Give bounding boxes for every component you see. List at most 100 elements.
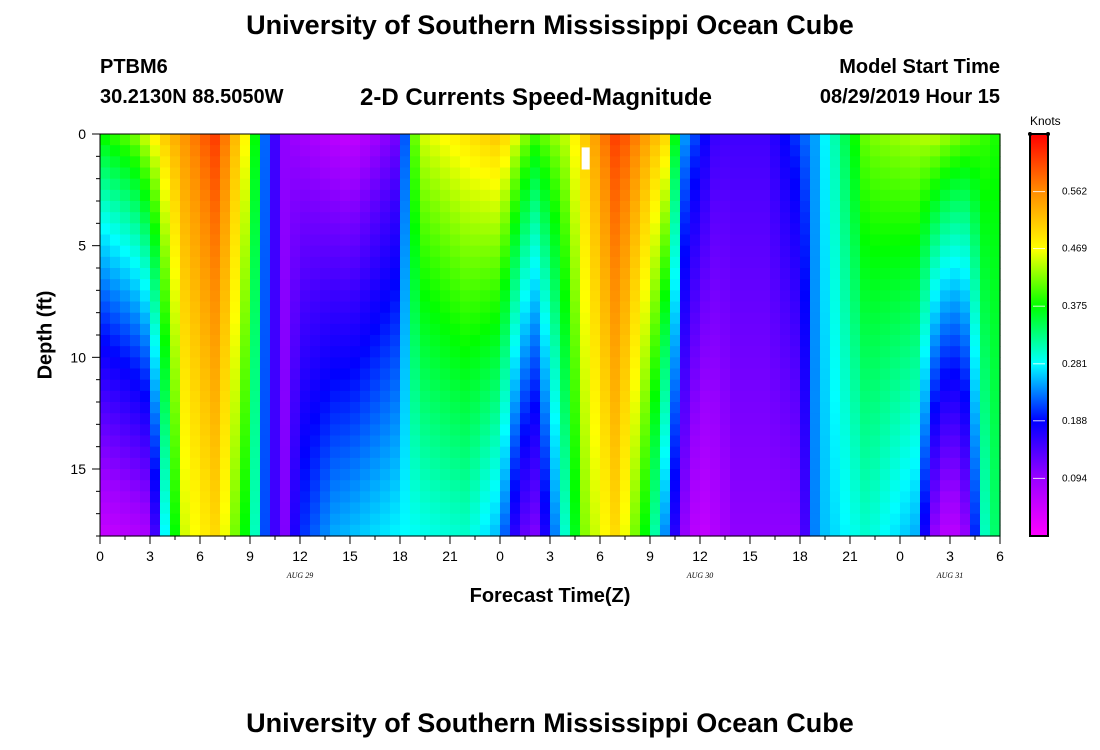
heatmap-cell: [530, 402, 541, 414]
heatmap-cell: [900, 469, 911, 481]
heatmap-cell: [310, 323, 321, 336]
heatmap-cell: [920, 212, 931, 224]
heatmap-cell: [890, 134, 901, 146]
heatmap-cell: [470, 245, 481, 258]
heatmap-cell: [360, 346, 371, 358]
heatmap-cell: [500, 446, 511, 459]
heatmap-cell: [420, 245, 431, 258]
heatmap-cell: [100, 491, 111, 504]
heatmap-cell: [220, 290, 231, 303]
heatmap-cell: [690, 290, 701, 303]
heatmap-cell: [800, 357, 811, 370]
heatmap-cell: [400, 189, 411, 202]
heatmap-cell: [230, 256, 241, 269]
heatmap-cell: [800, 212, 811, 224]
heatmap-cell: [410, 346, 421, 358]
heatmap-cell: [690, 524, 701, 537]
heatmap-cell: [450, 323, 461, 336]
heatmap-cell: [650, 223, 661, 236]
heatmap-cell: [470, 156, 481, 169]
heatmap-cell: [880, 491, 891, 504]
heatmap-cell: [810, 312, 821, 325]
heatmap-cell: [490, 424, 501, 437]
heatmap-cell: [630, 469, 641, 481]
heatmap-cell: [200, 290, 211, 303]
heatmap-cell: [650, 402, 661, 414]
heatmap-cell: [340, 156, 351, 169]
heatmap-cell: [740, 189, 751, 202]
heatmap-cell: [470, 469, 481, 481]
heatmap-cell: [900, 502, 911, 515]
heatmap-cell: [540, 480, 551, 492]
heatmap-cell: [380, 312, 391, 325]
heatmap-cell: [170, 279, 181, 291]
heatmap-cell: [170, 413, 181, 425]
heatmap-cell: [690, 223, 701, 236]
heatmap-cell: [490, 223, 501, 236]
heatmap-cell: [460, 424, 471, 437]
heatmap-cell: [640, 402, 651, 414]
heatmap-cell: [790, 446, 801, 459]
heatmap-cell: [390, 469, 401, 481]
heatmap-cell: [100, 245, 111, 258]
heatmap-cell: [970, 368, 981, 381]
heatmap-cell: [340, 457, 351, 470]
heatmap-cell: [550, 167, 561, 180]
heatmap-cell: [760, 502, 771, 515]
heatmap-cell: [310, 491, 321, 504]
heatmap-cell: [570, 346, 581, 358]
heatmap-cell: [430, 156, 441, 169]
heatmap-cell: [450, 346, 461, 358]
heatmap-cell: [740, 290, 751, 303]
heatmap-cell: [580, 323, 591, 336]
heatmap-cell: [580, 301, 591, 314]
heatmap-cell: [440, 524, 451, 537]
heatmap-cell: [860, 435, 871, 448]
heatmap-cell: [180, 413, 191, 425]
heatmap-cell: [900, 513, 911, 526]
heatmap-cell: [650, 301, 661, 314]
heatmap-cell: [150, 502, 161, 515]
heatmap-cell: [660, 189, 671, 202]
heatmap-cell: [770, 480, 781, 492]
heatmap-cell: [270, 335, 281, 347]
heatmap-cell: [520, 413, 531, 425]
heatmap-cell: [900, 457, 911, 470]
heatmap-cell: [220, 312, 231, 325]
heatmap-cell: [880, 513, 891, 526]
heatmap-cell: [380, 268, 391, 280]
heatmap-cell: [710, 256, 721, 269]
heatmap-cell: [960, 279, 971, 291]
heatmap-cell: [520, 268, 531, 280]
heatmap-cell: [860, 256, 871, 269]
heatmap-cell: [910, 245, 921, 258]
heatmap-cell: [400, 379, 411, 392]
heatmap-cell: [710, 312, 721, 325]
heatmap-cell: [470, 212, 481, 224]
heatmap-cell: [110, 301, 121, 314]
heatmap-cell: [990, 245, 1001, 258]
heatmap-cell: [200, 457, 211, 470]
heatmap-cell: [780, 167, 791, 180]
heatmap-cell: [990, 212, 1001, 224]
heatmap-cell: [730, 390, 741, 403]
heatmap-cell: [930, 268, 941, 280]
heatmap-cell: [850, 212, 861, 224]
heatmap-cell: [350, 413, 361, 425]
heatmap-cell: [660, 502, 671, 515]
heatmap-cell: [410, 413, 421, 425]
heatmap-cell: [120, 167, 131, 180]
heatmap-cell: [340, 513, 351, 526]
heatmap-cell: [720, 201, 731, 213]
x-tick-label: 9: [646, 548, 654, 564]
heatmap-cell: [740, 480, 751, 492]
heatmap-cell: [690, 178, 701, 191]
heatmap-cell: [930, 502, 941, 515]
heatmap-cell: [430, 424, 441, 437]
heatmap-cell: [800, 223, 811, 236]
heatmap-cell: [820, 424, 831, 437]
heatmap-cell: [560, 256, 571, 269]
heatmap-cell: [330, 189, 341, 202]
heatmap-cell: [410, 189, 421, 202]
